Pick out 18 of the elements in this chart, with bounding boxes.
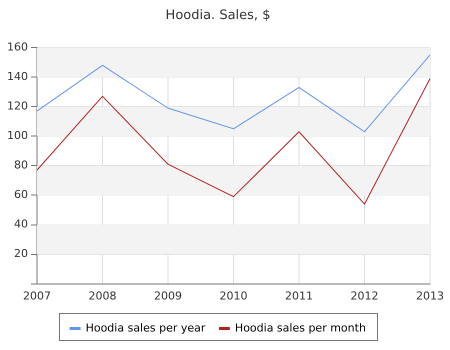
- y-tick-label: 40: [14, 218, 28, 231]
- x-tick-label: 2009: [154, 289, 182, 302]
- legend-label: Hoodia sales per month: [234, 321, 366, 334]
- x-tick-label: 2011: [285, 289, 313, 302]
- y-tick-label: 80: [14, 158, 28, 172]
- legend-label: Hoodia sales per year: [86, 321, 206, 334]
- chart-title: Hoodia. Sales, $: [166, 8, 270, 24]
- x-tick-label: 2010: [220, 289, 248, 302]
- x-tick-label: 2012: [350, 289, 378, 302]
- y-tick-label: 100: [6, 129, 28, 142]
- y-tick-label: 120: [6, 100, 28, 113]
- x-tick-label: 2013: [416, 289, 444, 302]
- y-tick-label: 20: [14, 247, 28, 260]
- y-tick-label: 160: [6, 40, 28, 54]
- y-tick-label: 140: [6, 70, 28, 83]
- x-tick-label: 2007: [22, 289, 51, 302]
- x-tick-label: 2008: [88, 289, 116, 302]
- y-tick-label: 60: [14, 188, 28, 202]
